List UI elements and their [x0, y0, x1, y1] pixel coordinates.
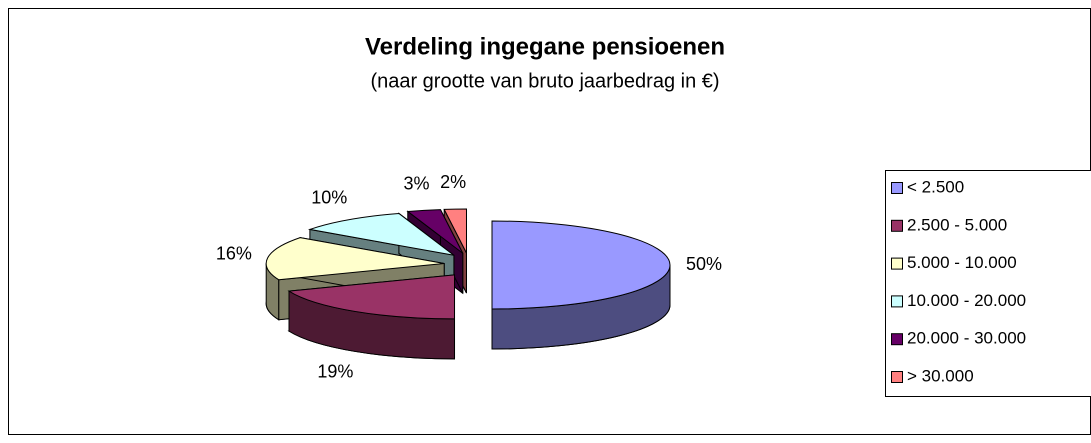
chart-subtitle: (naar grootte van bruto jaarbedrag in €) [370, 70, 719, 92]
legend-swatch [891, 333, 903, 346]
legend-label: < 2.500 [907, 177, 964, 196]
legend-swatch [891, 295, 903, 308]
chart-title: Verdeling ingegane pensioenen [365, 33, 725, 60]
legend-label: > 30.000 [907, 366, 974, 385]
legend-swatch [891, 257, 903, 270]
legend-swatch [891, 182, 903, 194]
legend-label: 5.000 - 10.000 [907, 253, 1017, 272]
slice-top [443, 208, 467, 254]
slice [287, 274, 456, 360]
slice-top [406, 209, 464, 254]
slice [491, 220, 671, 350]
slice-top [491, 220, 671, 310]
data-label: 10% [311, 187, 347, 207]
legend-swatch [891, 371, 903, 383]
legend-swatch [891, 219, 903, 232]
slice-top [287, 274, 456, 320]
data-label: 3% [404, 174, 430, 194]
data-label: 2% [440, 172, 466, 192]
slice-top [265, 237, 445, 281]
legend-label: 2.500 - 5.000 [907, 215, 1007, 234]
data-label: 16% [216, 243, 252, 263]
data-label: 50% [686, 254, 722, 274]
legend-box [885, 170, 1091, 397]
legend-label: 20.000 - 30.000 [907, 329, 1026, 348]
legend-label: 10.000 - 20.000 [907, 291, 1026, 310]
slice-top [307, 212, 455, 256]
data-label: 19% [317, 362, 353, 382]
